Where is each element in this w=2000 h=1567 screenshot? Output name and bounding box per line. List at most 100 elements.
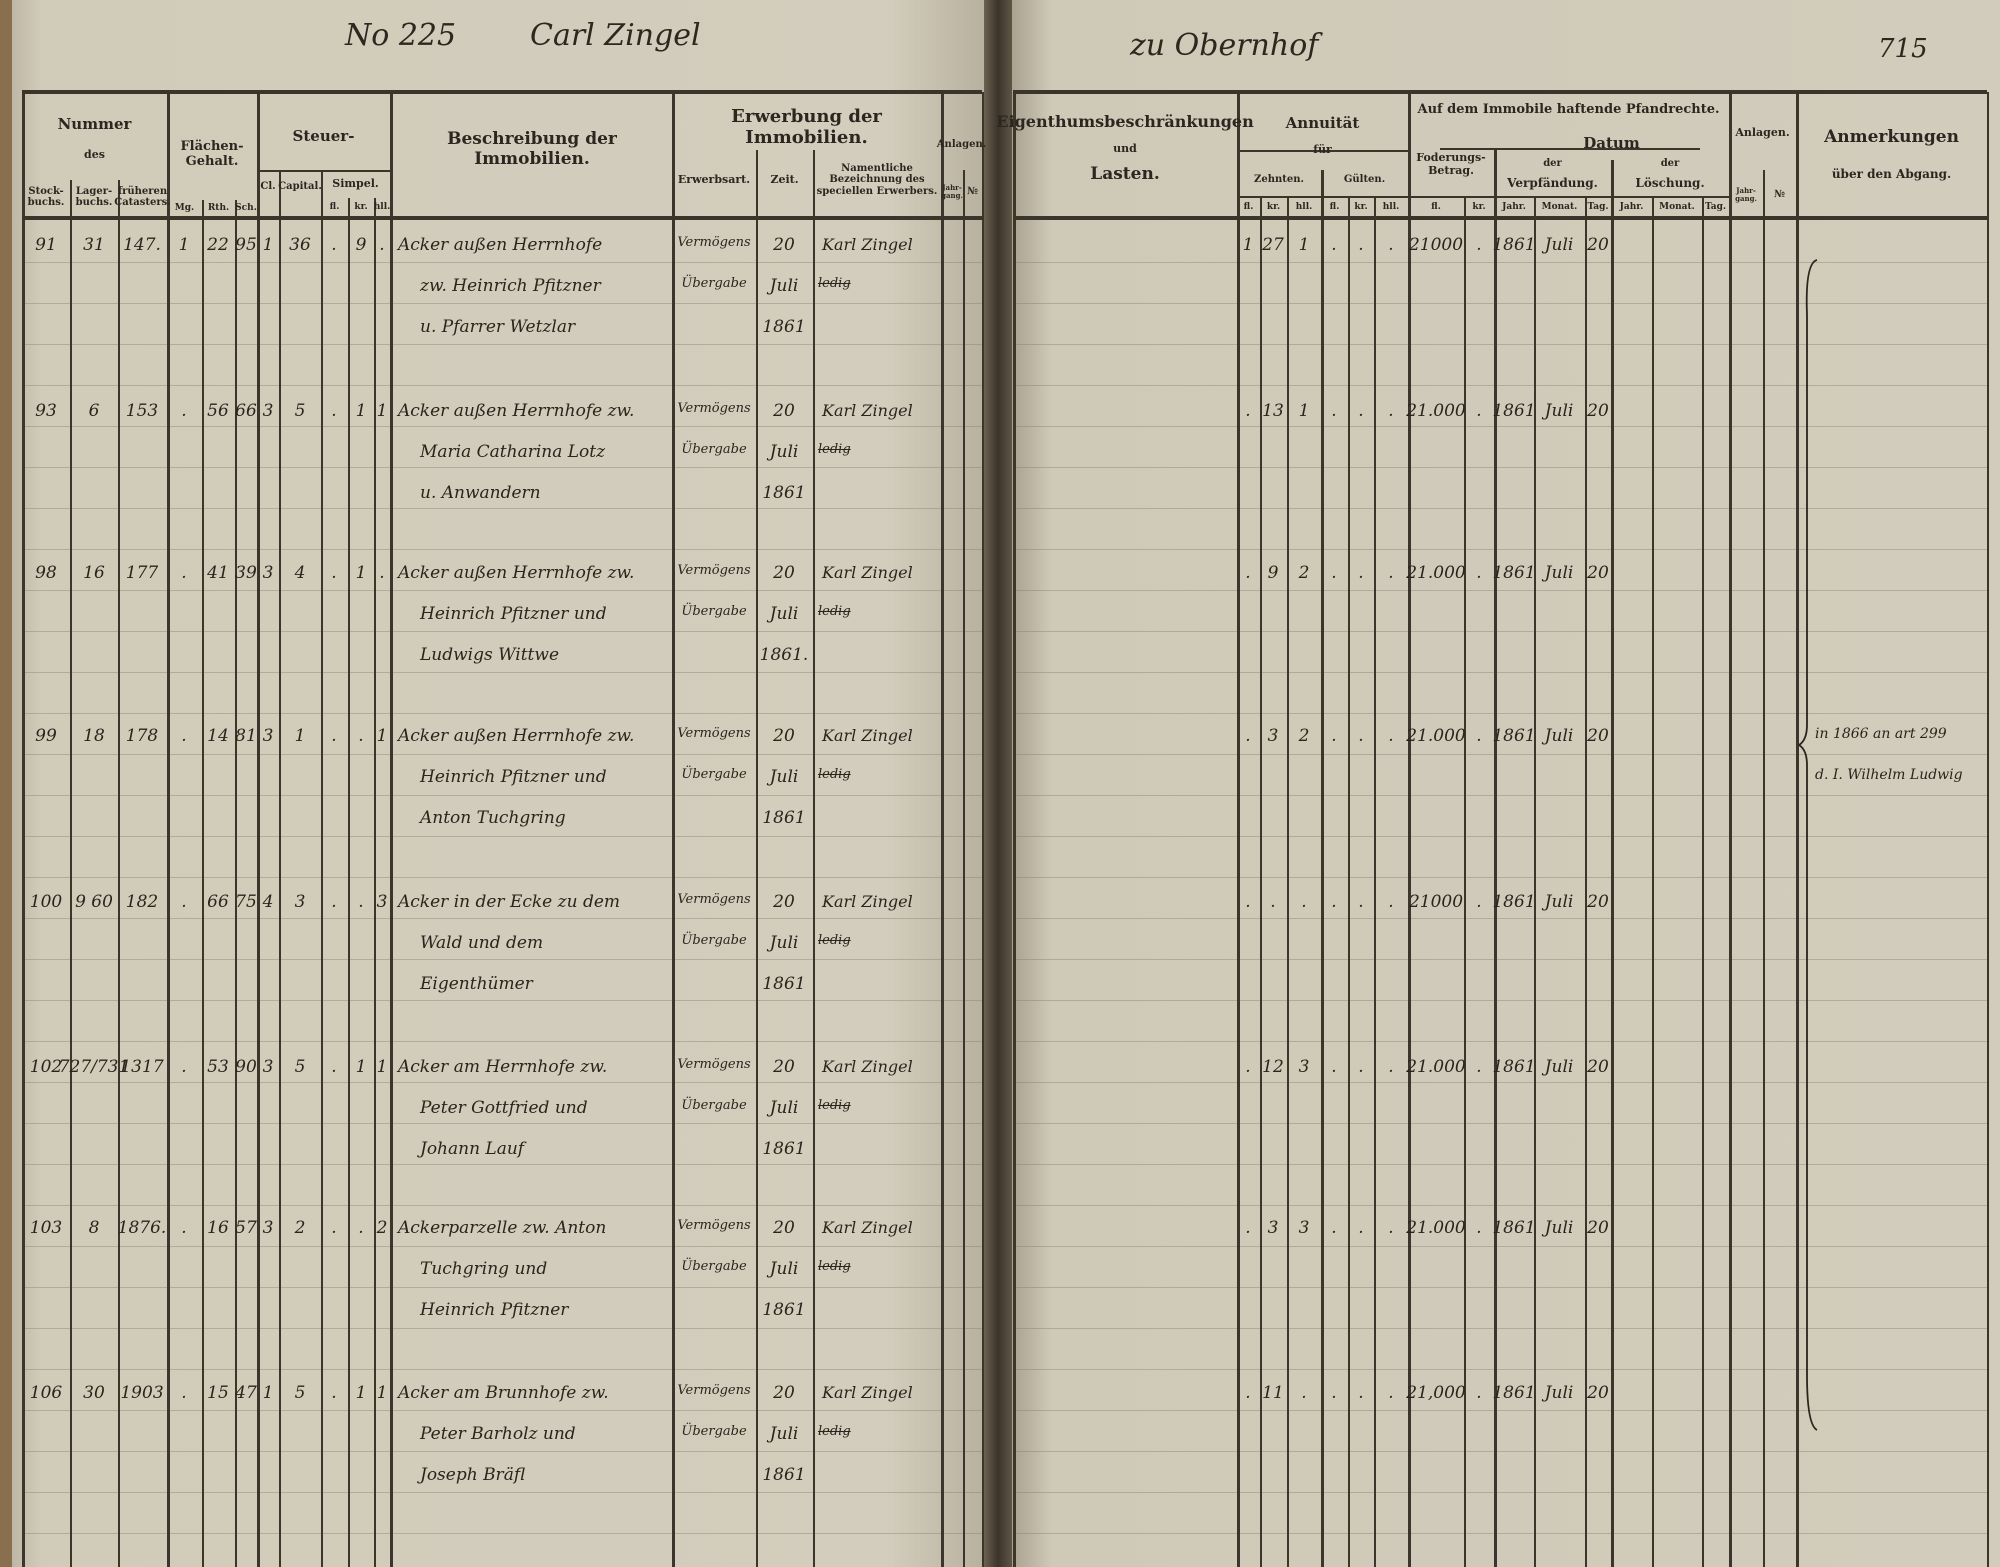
- cell-tag: 20: [1587, 235, 1609, 255]
- cell-stock: 91: [35, 235, 57, 255]
- description-line: Ackerparzelle zw. Anton: [398, 1218, 607, 1238]
- cell-z-hll: 2: [1298, 726, 1310, 746]
- cell-g-kr: .: [1358, 726, 1364, 746]
- cell-g-fl: .: [1331, 1383, 1337, 1403]
- cell-stock: 93: [35, 401, 57, 421]
- cell-monat: Juli: [1544, 563, 1574, 583]
- description-line: zw. Heinrich Pfitzner: [420, 276, 601, 296]
- header-beschreibung: Beschreibung der Immobilien.: [447, 129, 617, 169]
- cell-fl: .: [331, 1383, 337, 1403]
- description-line: Wald und dem: [420, 933, 544, 953]
- column-rule: [348, 198, 350, 1567]
- right-page: [1012, 0, 2000, 1567]
- acquirer-status: ledig: [818, 1424, 851, 1439]
- acquirer-name: Karl Zingel: [822, 1057, 913, 1076]
- description-line: Acker außen Herrnhofe zw.: [398, 726, 635, 746]
- column-rule: [813, 150, 815, 1567]
- column-rule: [202, 200, 204, 1567]
- entry-number: No 225: [345, 18, 457, 53]
- cell-z-hll: 2: [1298, 563, 1310, 583]
- cell-jahr: 1861: [1492, 1057, 1536, 1077]
- cell-hll: 3: [376, 892, 388, 912]
- header-anlagen: Anlagen.: [936, 139, 987, 151]
- column-rule: [1796, 92, 1799, 1567]
- header-tag: Tag.: [1704, 201, 1727, 212]
- acquisition-date: 20: [773, 1383, 795, 1403]
- cell-g-hll: .: [1388, 563, 1394, 583]
- description-line: u. Pfarrer Wetzlar: [420, 317, 576, 337]
- cell-kataster: 1317: [120, 1057, 164, 1077]
- cell-monat: Juli: [1544, 235, 1574, 255]
- cell-sch: 47: [235, 1383, 257, 1403]
- cell-betrag-kr: .: [1476, 726, 1482, 746]
- acquisition-type: Übergabe: [681, 276, 747, 291]
- cell-g-hll: .: [1388, 1383, 1394, 1403]
- acquisition-date: 20: [773, 401, 795, 421]
- acquisition-type: Vermögens: [677, 563, 751, 578]
- cell-betrag-kr: .: [1476, 563, 1482, 583]
- cell-fl: .: [331, 563, 337, 583]
- column-rule: [1260, 198, 1262, 1567]
- cell-rth: 53: [207, 1057, 229, 1077]
- description-line: Heinrich Pfitzner und: [420, 767, 607, 787]
- cell-g-hll: .: [1388, 1218, 1394, 1238]
- cell-sch: 90: [235, 1057, 257, 1077]
- acquirer-name: Karl Zingel: [822, 401, 913, 420]
- cell-lager: 8: [88, 1218, 100, 1238]
- cell-betrag-kr: .: [1476, 892, 1482, 912]
- cell-tag: 20: [1587, 1218, 1609, 1238]
- cell-g-kr: .: [1358, 892, 1364, 912]
- header-zehnten: Zehnten.: [1254, 174, 1304, 186]
- description-line: Peter Barholz und: [420, 1424, 576, 1444]
- column-rule: [1374, 198, 1376, 1567]
- cell-z-fl: .: [1245, 1218, 1251, 1238]
- description-line: Johann Lauf: [420, 1139, 525, 1159]
- cell-tag: 20: [1587, 1383, 1609, 1403]
- cell-g-hll: .: [1388, 401, 1394, 421]
- cell-kr: 1: [355, 1383, 367, 1403]
- acquirer-name: Karl Zingel: [822, 1218, 913, 1237]
- cell-jahr: 1861: [1492, 1218, 1536, 1238]
- header-hll: hll.: [1295, 201, 1313, 212]
- header-fl: fl.: [1329, 201, 1340, 212]
- header-jahr: Jahr.: [1502, 201, 1526, 212]
- acquisition-date: 1861: [762, 1300, 806, 1320]
- acquirer-name: Karl Zingel: [822, 892, 913, 911]
- acquirer-name: Karl Zingel: [822, 563, 913, 582]
- header-subrule: [1408, 196, 1729, 198]
- cell-cl: 4: [262, 892, 274, 912]
- cell-monat: Juli: [1544, 401, 1574, 421]
- cell-cl: 3: [262, 401, 274, 421]
- cell-g-fl: .: [1331, 1218, 1337, 1238]
- column-rule: [1987, 92, 1989, 1567]
- cell-kr: 1: [355, 1057, 367, 1077]
- header-rule: [22, 216, 982, 220]
- cell-kr: .: [358, 1218, 364, 1238]
- acquisition-date: 20: [773, 1057, 795, 1077]
- header-erwerber: Namentliche Bezeichnung des speciellen E…: [816, 162, 938, 197]
- cell-monat: Juli: [1544, 726, 1574, 746]
- column-rule: [1702, 198, 1704, 1567]
- cell-z-kr: .: [1270, 892, 1276, 912]
- cell-monat: Juli: [1544, 1057, 1574, 1077]
- cell-betrag: 21.000: [1406, 401, 1466, 421]
- acquisition-date: 20: [773, 563, 795, 583]
- column-rule: [279, 170, 281, 1567]
- cell-z-fl: 1: [1242, 235, 1254, 255]
- cell-capital: 1: [294, 726, 306, 746]
- header-foderungs-betrag: Foderungs-Betrag.: [1416, 151, 1486, 177]
- acquisition-type: Vermögens: [677, 401, 751, 416]
- cell-tag: 20: [1587, 563, 1609, 583]
- header-lasten: Lasten.: [1090, 164, 1160, 185]
- description-line: Joseph Bräfl: [420, 1465, 526, 1485]
- acquirer-status: ledig: [818, 442, 851, 457]
- description-line: Ludwigs Wittwe: [420, 645, 560, 665]
- header-monat: Monat.: [1541, 201, 1578, 212]
- ruled-lines-right: [1013, 222, 1987, 1567]
- cell-capital: 5: [294, 1383, 306, 1403]
- acquisition-type: Vermögens: [677, 1383, 751, 1398]
- header-capital: Capital.: [278, 181, 322, 193]
- column-rule: [118, 180, 120, 1567]
- header-loeschung: Löschung.: [1635, 176, 1705, 191]
- cell-g-kr: .: [1358, 563, 1364, 583]
